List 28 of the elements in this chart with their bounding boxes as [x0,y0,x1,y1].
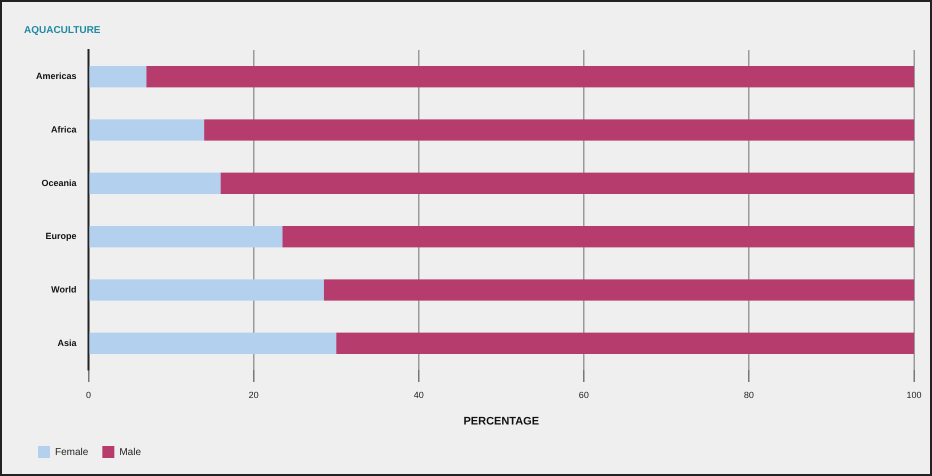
legend-label: Male [119,446,142,458]
x-tick-label: 80 [744,390,754,400]
bar [204,119,914,141]
y-tick-label: Oceania [41,178,78,188]
bar [89,226,283,248]
bar [146,66,914,88]
y-tick-label: Asia [58,338,78,348]
bar [89,279,324,301]
y-tick-label: Europe [46,231,77,242]
x-axis-title: PERCENTAGE [463,415,540,428]
bar [282,226,914,248]
bar [89,66,146,88]
chart-title: AQUACULTURE [24,24,101,36]
x-tick-label: 20 [248,390,259,400]
x-tick-label: 0 [86,390,92,400]
x-tick-label: 60 [578,390,589,400]
bar [89,172,221,194]
y-tick-label: World [51,284,77,294]
bar [89,332,336,354]
bar [324,279,914,301]
bar [89,119,204,141]
y-tick-label: Americas [36,71,77,82]
x-tick-label: 100 [906,390,922,400]
y-tick-label: Africa [51,124,78,134]
legend-label: Female [55,446,89,458]
x-tick-label: 40 [414,390,424,400]
bar [220,172,914,194]
bar [336,332,914,354]
